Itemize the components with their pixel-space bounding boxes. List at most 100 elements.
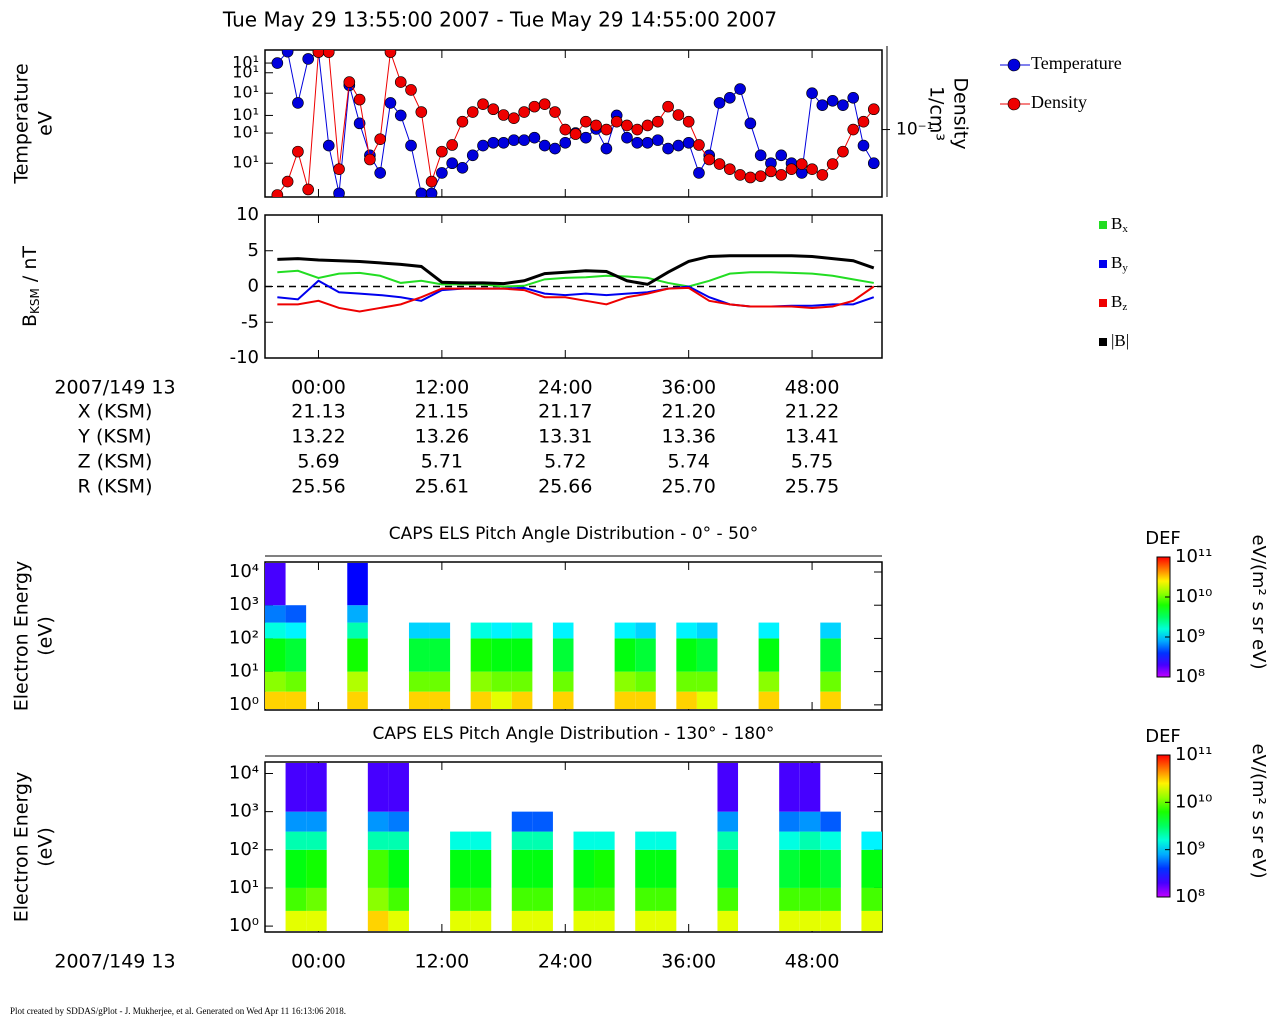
heatmap-cell (696, 622, 718, 639)
data-point (754, 149, 767, 162)
heatmap-cell (285, 763, 307, 812)
heatmap-cell (367, 910, 389, 931)
heatmap-cell (265, 671, 286, 692)
heatmap-cell (388, 811, 409, 832)
data-point (271, 189, 284, 197)
ephemeris-value: 5.69 (297, 451, 339, 473)
data-point (795, 158, 808, 170)
series-line (277, 254, 875, 286)
heatmap-cell (861, 849, 882, 888)
heatmap-cell (635, 622, 656, 639)
y-tick-label: 10¹ (232, 123, 259, 142)
plot-area (271, 50, 880, 197)
panel-title: CAPS ELS Pitch Angle Distribution - 0° -… (389, 524, 758, 544)
heatmap-cell (470, 910, 492, 931)
legend-swatch (1099, 260, 1107, 268)
ephemeris-value: 21.20 (661, 401, 715, 423)
heatmap-cell (635, 887, 656, 911)
data-point (713, 97, 726, 109)
heatmap-cell (491, 638, 512, 672)
data-point (405, 139, 417, 152)
data-point (775, 149, 788, 162)
data-point (343, 76, 356, 88)
ephemeris-value: 21.13 (291, 401, 345, 423)
heatmap-cell (347, 622, 368, 639)
panel-1: BKSM / nT -10 -5 0 5 10 00:00 12:00 24:00 36:00 48… (19, 204, 1130, 399)
y2-axis-label: Density (950, 77, 972, 149)
y-tick-label: 10² (229, 627, 259, 648)
data-point (405, 84, 417, 96)
heatmap-cell (367, 811, 389, 832)
y-tick-label: 10³ (229, 801, 259, 822)
x-axis-label: 2007/149 13 (54, 951, 175, 973)
data-point (394, 76, 407, 88)
heatmap-cell (450, 910, 471, 931)
data-point (322, 139, 335, 152)
data-point (754, 170, 767, 182)
colorbar-tick-label: 10⁸ (1175, 886, 1205, 907)
data-point (734, 83, 746, 95)
data-point (312, 50, 325, 58)
y2-tick-label: 10⁻¹ (896, 120, 933, 140)
data-point (600, 142, 613, 155)
heatmap-cell (532, 849, 553, 888)
ephemeris-value: 5.71 (421, 451, 463, 473)
heatmap-cell (552, 691, 574, 709)
heatmap-cell (635, 671, 656, 692)
heatmap-cell (532, 910, 553, 931)
heatmap-cell (347, 691, 368, 709)
data-point (538, 98, 551, 110)
data-point (477, 139, 489, 152)
y-axis-label: Temperature (11, 63, 33, 184)
data-point (538, 139, 551, 152)
y-axis-label: eV (35, 111, 57, 136)
y-tick-label: 10² (229, 839, 259, 860)
data-point (662, 142, 674, 155)
heatmap-cell (388, 763, 409, 812)
data-point (631, 136, 644, 149)
colorbar-tick-label: 10¹¹ (1175, 546, 1212, 567)
heatmap-cell (573, 887, 595, 911)
data-point (508, 134, 520, 146)
data-point (652, 134, 664, 146)
data-point (302, 53, 314, 65)
heatmap-cell (635, 910, 656, 931)
heatmap-cell (491, 691, 512, 709)
data-point (826, 158, 839, 170)
data-point (487, 136, 500, 149)
legend-label: Bx (1111, 214, 1128, 235)
data-point (425, 175, 438, 188)
heatmap-cell (265, 622, 286, 639)
data-point (857, 115, 870, 128)
y-tick-label: -5 (241, 311, 259, 332)
ephemeris-value: 21.22 (785, 401, 839, 423)
heatmap-cell (635, 831, 656, 850)
heatmap-cell (614, 638, 636, 672)
legend-swatch (1099, 221, 1107, 229)
y-tick-label: 10¹ (232, 153, 259, 172)
heatmap-cell (594, 849, 615, 888)
y-tick-label: 10¹ (232, 105, 259, 124)
heatmap-cell (388, 831, 409, 850)
heatmap-cell (285, 638, 307, 672)
data-point (281, 50, 294, 58)
y-tick-label: -10 (230, 347, 259, 368)
heatmap-cell (820, 910, 841, 931)
ephemeris-value: 13.26 (415, 426, 469, 448)
heatmap-cell (614, 671, 636, 692)
heatmap-cell (285, 671, 307, 692)
heatmap-cell (450, 831, 471, 850)
heatmap-cell (470, 887, 492, 911)
heatmap-cell (470, 691, 492, 709)
data-point (765, 165, 777, 178)
y-tick-label: 5 (248, 240, 259, 261)
data-point (621, 131, 633, 144)
ephemeris-value: 21.17 (538, 401, 592, 423)
data-point (292, 145, 304, 158)
data-point (456, 115, 469, 128)
data-point (446, 157, 458, 170)
heatmap-cell (676, 691, 697, 709)
data-point (672, 139, 685, 152)
y-axis-label: Electron Energy (11, 772, 33, 923)
